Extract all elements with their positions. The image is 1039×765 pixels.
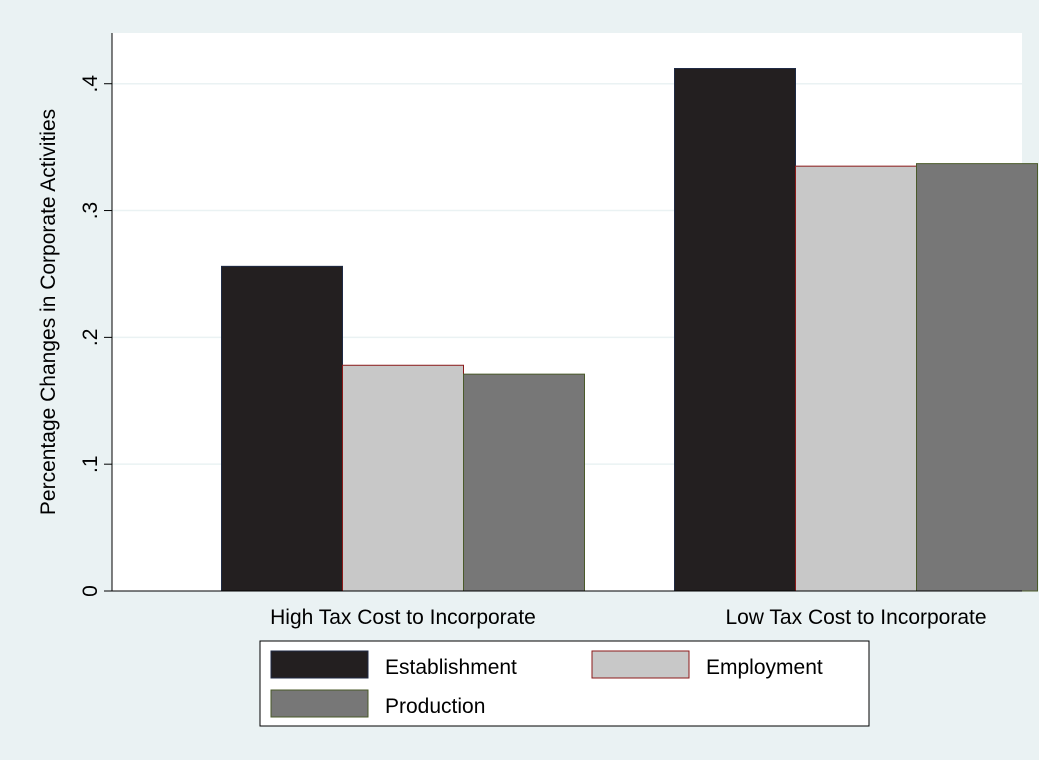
bar-production-1 xyxy=(916,163,1038,592)
bar-employment-1 xyxy=(795,165,917,592)
bar-employment-0 xyxy=(342,364,464,592)
y-axis-title: Percentage Changes in Corporate Activiti… xyxy=(37,109,60,515)
legend-swatch-employment xyxy=(591,650,690,679)
bar-production-0 xyxy=(463,373,585,592)
axes: 0 .1 .2 .3 .4 High Tax Cost to Incorporate Low… xyxy=(79,33,1022,629)
y-tick-label: 0 xyxy=(79,585,102,597)
y-tick-label: .4 xyxy=(79,75,102,93)
y-tick-label: .1 xyxy=(79,455,102,473)
legend-label-establishment: Establishment xyxy=(385,656,517,679)
legend: Establishment Employment Production xyxy=(259,640,870,727)
x-tick-label: High Tax Cost to Incorporate xyxy=(270,606,536,629)
y-tick-label: .2 xyxy=(79,329,102,347)
legend-swatch-establishment xyxy=(270,650,369,679)
legend-swatch-production xyxy=(270,689,369,718)
bar-establishment-1 xyxy=(674,68,796,592)
legend-label-employment: Employment xyxy=(706,656,823,679)
legend-label-production: Production xyxy=(385,695,485,718)
y-tick-label: .3 xyxy=(79,202,102,220)
bar-establishment-0 xyxy=(221,265,343,592)
x-tick-label: Low Tax Cost to Incorporate xyxy=(725,606,986,629)
